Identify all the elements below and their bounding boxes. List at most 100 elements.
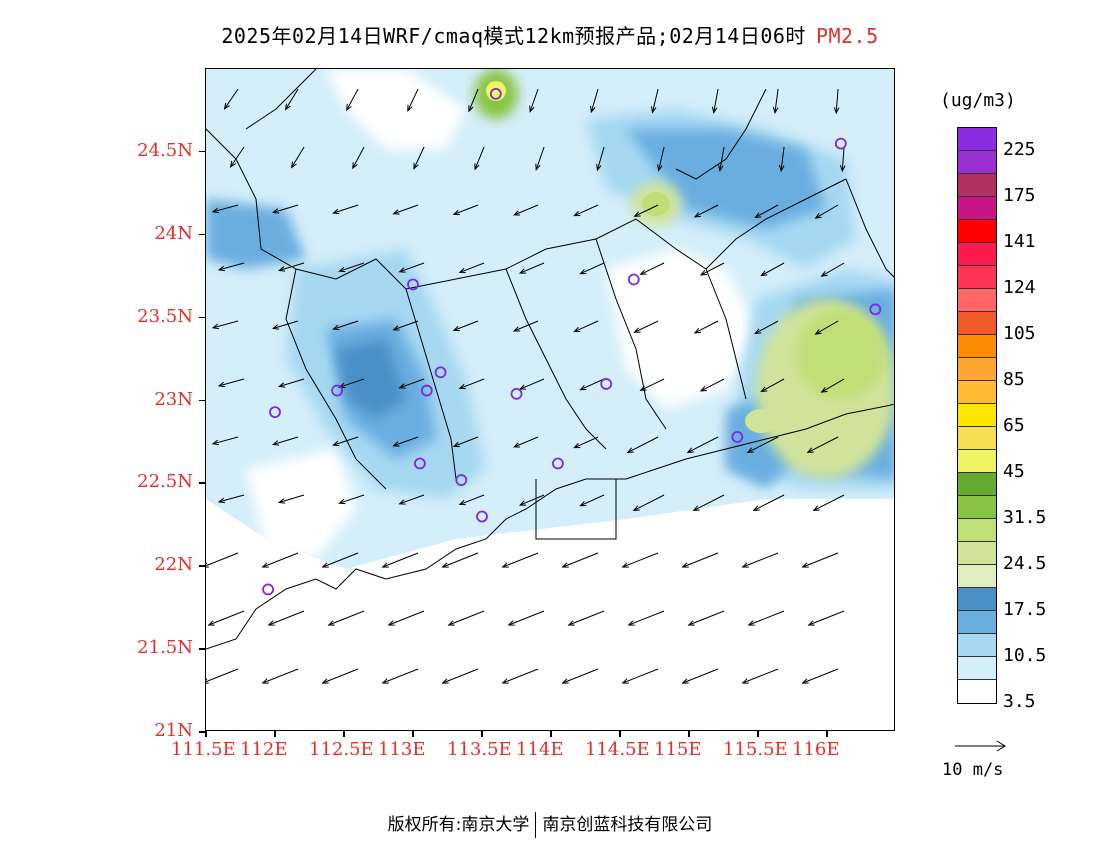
wind-vector [382, 668, 419, 684]
wind-vector [218, 494, 245, 503]
wind-vector [453, 204, 479, 215]
station-marker[interactable] [262, 583, 274, 596]
wind-arrowhead [621, 678, 629, 684]
wind-vector [519, 494, 545, 506]
wind-vector [813, 494, 845, 511]
wind-arrowhead [579, 384, 587, 391]
lat-tick-label: 24N [154, 222, 193, 244]
wind-vector [590, 88, 599, 113]
wind-arrowhead [693, 211, 701, 218]
wind-vector [580, 262, 605, 275]
station-marker[interactable] [407, 278, 419, 291]
wind-arrowhead [801, 562, 809, 568]
station-marker[interactable] [600, 378, 613, 390]
lat-tick-label: 23N [154, 388, 193, 410]
station-marker[interactable] [551, 457, 564, 470]
wind-vector [753, 494, 785, 511]
wind-arrowhead [352, 162, 358, 170]
lon-tick [826, 731, 828, 737]
wind-arrowhead [267, 620, 275, 626]
station-marker[interactable] [269, 406, 281, 419]
lon-tick-label: 112E [240, 739, 288, 760]
wind-vector [841, 146, 845, 171]
wind-vectors [206, 88, 846, 684]
lon-tick-label: 115.5E [723, 739, 788, 760]
map-panel[interactable] [205, 68, 895, 731]
wind-vector [399, 262, 425, 273]
footer-divider [535, 812, 537, 838]
wind-vector [513, 320, 539, 332]
wind-vector [774, 88, 779, 113]
wind-arrowhead [518, 384, 527, 390]
station-marker[interactable] [834, 137, 847, 150]
station-marker[interactable] [510, 387, 523, 400]
wind-vector [262, 668, 299, 684]
wind-vector [262, 552, 299, 568]
station-marker[interactable] [476, 510, 488, 523]
station-marker[interactable] [731, 431, 744, 443]
wind-arrowhead [206, 678, 209, 684]
wind-arrowhead [284, 103, 291, 111]
wind-vector [279, 378, 305, 388]
reference-wind-label: 10 m/s [942, 760, 1004, 780]
colorbar-segment [958, 542, 996, 565]
wind-arrowhead [458, 383, 466, 390]
wind-vector [568, 610, 605, 626]
lat-tick-label: 22N [154, 554, 193, 576]
wind-vector [815, 204, 839, 219]
wind-arrowhead [392, 325, 400, 331]
station-marker[interactable] [869, 303, 882, 316]
wind-arrowhead [518, 268, 527, 274]
colorbar-segment [958, 588, 996, 611]
wind-vector [747, 436, 779, 453]
wind-arrowhead [381, 562, 389, 568]
wind-vector [562, 668, 599, 684]
colorbar-segment [958, 312, 996, 335]
wind-vector [339, 494, 365, 504]
wind-vector [459, 494, 485, 505]
wind-vector [513, 436, 539, 448]
colorbar-segment [958, 611, 996, 634]
wind-arrowhead [621, 562, 629, 568]
colorbar-segment [958, 473, 996, 496]
wind-vector [322, 552, 359, 568]
wind-arrowhead [452, 209, 460, 216]
wind-arrowhead [271, 208, 280, 214]
station-marker[interactable] [331, 384, 344, 397]
wind-arrowhead [458, 267, 466, 274]
wind-vector [407, 88, 419, 111]
wind-vector [442, 668, 479, 684]
colorbar-segment [958, 427, 996, 450]
wind-arrowhead [681, 678, 689, 684]
station-marker[interactable] [627, 273, 640, 286]
station-marker[interactable] [455, 474, 468, 486]
wind-vector [529, 88, 539, 112]
station-marker[interactable] [413, 457, 426, 470]
wind-arrowhead [441, 562, 449, 568]
wind-arrowhead [814, 328, 822, 335]
station-marker[interactable] [434, 366, 447, 379]
wind-arrowhead [567, 620, 575, 626]
wind-arrowhead [529, 105, 535, 113]
wind-arrowhead [639, 269, 647, 275]
lon-tick [757, 731, 759, 737]
colorbar-segment [958, 519, 996, 542]
colorbar-label: 124 [1003, 277, 1036, 298]
wind-arrowhead [760, 386, 768, 393]
wind-arrowhead [754, 328, 762, 335]
wind-vector [640, 262, 665, 275]
station-marker[interactable] [420, 384, 433, 397]
lon-tick [688, 731, 690, 737]
wind-vector [442, 552, 479, 568]
colorbar-segment [958, 174, 996, 197]
wind-arrowhead [681, 562, 689, 568]
wind-vector [218, 262, 245, 271]
station-marker[interactable] [489, 87, 502, 100]
wind-arrowhead [687, 620, 695, 626]
wind-vector [622, 668, 659, 684]
wind-arrowhead [573, 326, 581, 333]
lon-tick-label: 111.5E [171, 739, 236, 760]
wind-vector [693, 494, 725, 511]
wind-vector [574, 320, 599, 333]
wind-arrowhead [632, 505, 640, 512]
